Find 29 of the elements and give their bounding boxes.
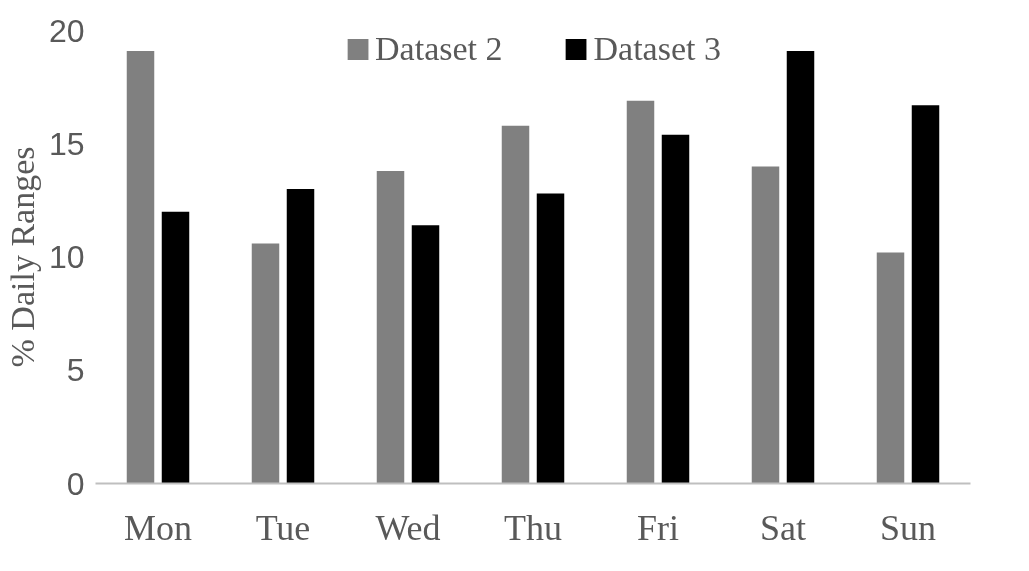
- bar: [661, 134, 690, 484]
- bar: [911, 105, 940, 484]
- x-tick-label: Mon: [124, 507, 193, 548]
- y-tick-label: 15: [48, 125, 85, 162]
- y-tick-label: 20: [48, 12, 85, 49]
- legend-label: Dataset 2: [375, 30, 503, 68]
- bar: [126, 50, 155, 484]
- x-tick-label: Wed: [375, 507, 441, 548]
- bar: [626, 100, 655, 484]
- y-tick-label: 10: [48, 239, 85, 275]
- bar: [876, 252, 905, 484]
- bar: [251, 243, 280, 484]
- bar: [751, 166, 780, 484]
- x-tick-label: Sat: [760, 507, 807, 548]
- y-tick-label: 5: [66, 352, 85, 389]
- x-tick-label: Fri: [636, 507, 680, 548]
- x-tick-label: Thu: [504, 507, 562, 548]
- x-tick-label: Tue: [255, 507, 311, 548]
- x-tick-label: Sun: [879, 507, 937, 548]
- bar: [501, 125, 530, 484]
- legend-label: Dataset 3: [593, 30, 721, 68]
- y-axis-title: % Daily Ranges: [3, 146, 41, 368]
- bar: [786, 50, 815, 484]
- bar: [376, 170, 405, 484]
- bar: [286, 189, 315, 484]
- y-tick-label: 0: [66, 465, 85, 502]
- bar: [161, 211, 190, 484]
- bar: [411, 225, 440, 484]
- bar: [536, 193, 565, 484]
